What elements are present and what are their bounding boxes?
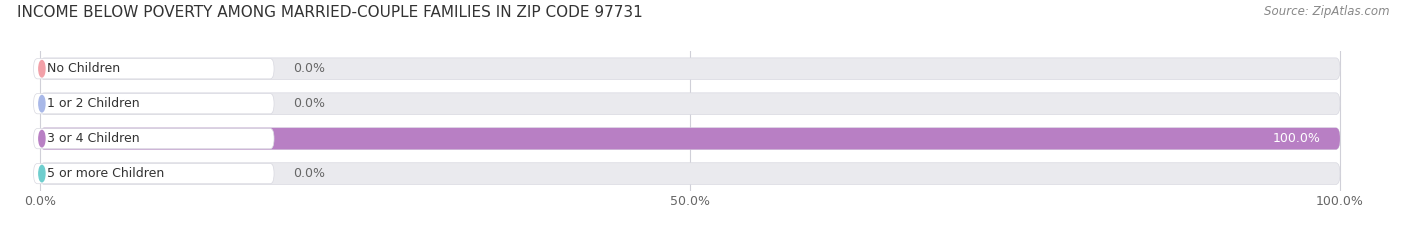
Text: No Children: No Children [48, 62, 121, 75]
FancyBboxPatch shape [34, 93, 274, 114]
Text: 0.0%: 0.0% [294, 167, 326, 180]
Circle shape [39, 165, 45, 182]
FancyBboxPatch shape [39, 93, 1340, 115]
Text: 5 or more Children: 5 or more Children [48, 167, 165, 180]
FancyBboxPatch shape [34, 164, 274, 184]
FancyBboxPatch shape [34, 129, 274, 149]
FancyBboxPatch shape [34, 59, 274, 79]
Circle shape [39, 61, 45, 77]
Circle shape [39, 130, 45, 147]
FancyBboxPatch shape [39, 58, 1340, 80]
Text: 0.0%: 0.0% [294, 62, 326, 75]
Text: 0.0%: 0.0% [294, 97, 326, 110]
FancyBboxPatch shape [39, 163, 1340, 185]
Circle shape [39, 96, 45, 112]
FancyBboxPatch shape [39, 128, 1340, 150]
Text: 3 or 4 Children: 3 or 4 Children [48, 132, 141, 145]
Text: Source: ZipAtlas.com: Source: ZipAtlas.com [1264, 5, 1389, 18]
Text: INCOME BELOW POVERTY AMONG MARRIED-COUPLE FAMILIES IN ZIP CODE 97731: INCOME BELOW POVERTY AMONG MARRIED-COUPL… [17, 5, 643, 20]
FancyBboxPatch shape [39, 128, 1340, 150]
Text: 1 or 2 Children: 1 or 2 Children [48, 97, 141, 110]
Text: 100.0%: 100.0% [1272, 132, 1320, 145]
